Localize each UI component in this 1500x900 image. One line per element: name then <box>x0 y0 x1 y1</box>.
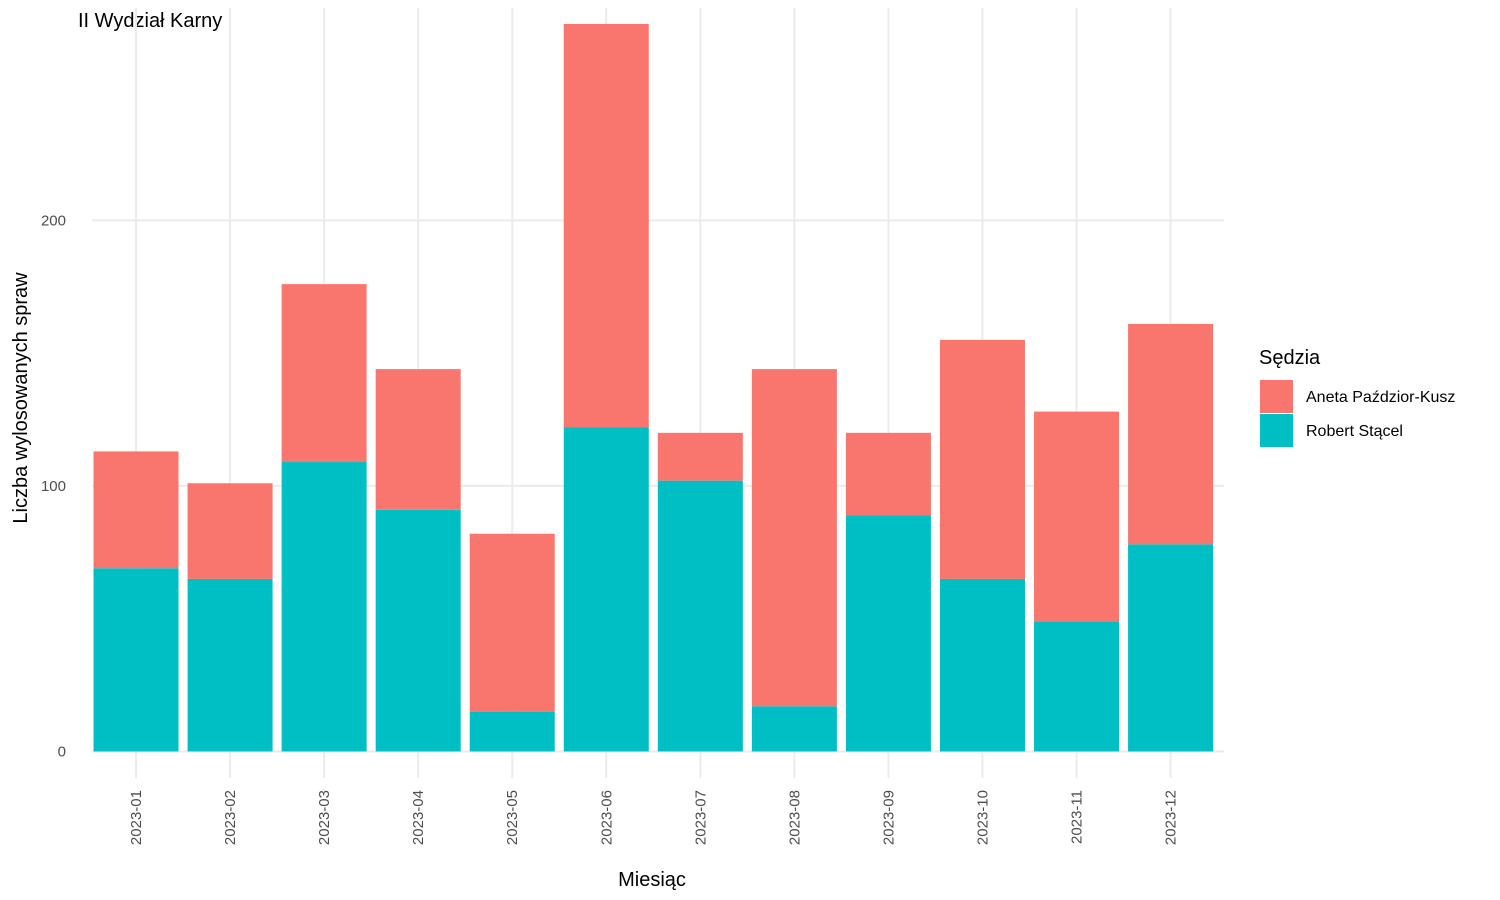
x-tick-label: 2023-05 <box>504 790 521 845</box>
bar-segment <box>1034 411 1120 622</box>
chart-title: II Wydział Karny <box>78 10 222 32</box>
y-axis-ticks: 0 100 200 <box>41 212 66 760</box>
x-axis-ticks: 2023-01 2023-02 2023-03 2023-04 2023-05 2023-… <box>128 790 1180 845</box>
bar-segment <box>1128 323 1214 545</box>
bar-segment <box>563 427 649 752</box>
x-tick-label: 2023-11 <box>1069 790 1086 844</box>
bar-segment <box>187 578 273 752</box>
legend-swatch <box>1260 380 1293 413</box>
legend: Sędzia Aneta Paździor-Kusz Robert Stącel <box>1259 347 1455 447</box>
bar-segment <box>845 515 931 752</box>
x-tick-label: 2023-03 <box>316 790 333 845</box>
bar-segment <box>563 23 649 428</box>
x-tick-label: 2023-09 <box>880 790 897 845</box>
legend-swatch <box>1260 414 1293 447</box>
bar-segment <box>939 339 1025 579</box>
y-tick-label: 100 <box>41 478 66 495</box>
legend-label: Robert Stącel <box>1306 423 1403 440</box>
bar-segment <box>469 533 555 712</box>
bars <box>93 23 1214 752</box>
bar-segment <box>751 706 837 752</box>
bar-segment <box>187 483 273 579</box>
bar-segment <box>657 480 743 752</box>
bar-segment <box>1034 621 1120 752</box>
y-tick-label: 200 <box>41 212 66 229</box>
x-tick-label: 2023-04 <box>410 790 427 845</box>
bar-segment <box>939 578 1025 752</box>
y-tick-label: 0 <box>58 743 66 760</box>
bar-segment <box>657 432 743 481</box>
bar-segment <box>845 432 931 516</box>
x-tick-label: 2023-10 <box>974 790 991 845</box>
bar-segment <box>375 369 461 510</box>
x-tick-label: 2023-07 <box>692 790 709 845</box>
legend-label: Aneta Paździor-Kusz <box>1306 389 1455 406</box>
bar-segment <box>375 509 461 752</box>
legend-title: Sędzia <box>1259 347 1321 369</box>
bar-segment <box>1128 544 1214 752</box>
bar-segment <box>93 451 179 569</box>
bar-segment <box>281 284 367 463</box>
x-tick-label: 2023-02 <box>222 790 239 845</box>
x-tick-label: 2023-01 <box>128 790 145 845</box>
x-tick-label: 2023-06 <box>598 790 615 845</box>
bar-segment <box>281 462 367 752</box>
x-tick-label: 2023-12 <box>1163 790 1180 845</box>
bar-segment <box>751 369 837 707</box>
x-axis-title: Miesiąc <box>618 869 686 891</box>
x-tick-label: 2023-08 <box>786 790 803 845</box>
bar-segment <box>93 568 179 752</box>
bar-segment <box>469 711 555 752</box>
y-axis-title: Liczba wylosowanych spraw <box>10 272 32 524</box>
